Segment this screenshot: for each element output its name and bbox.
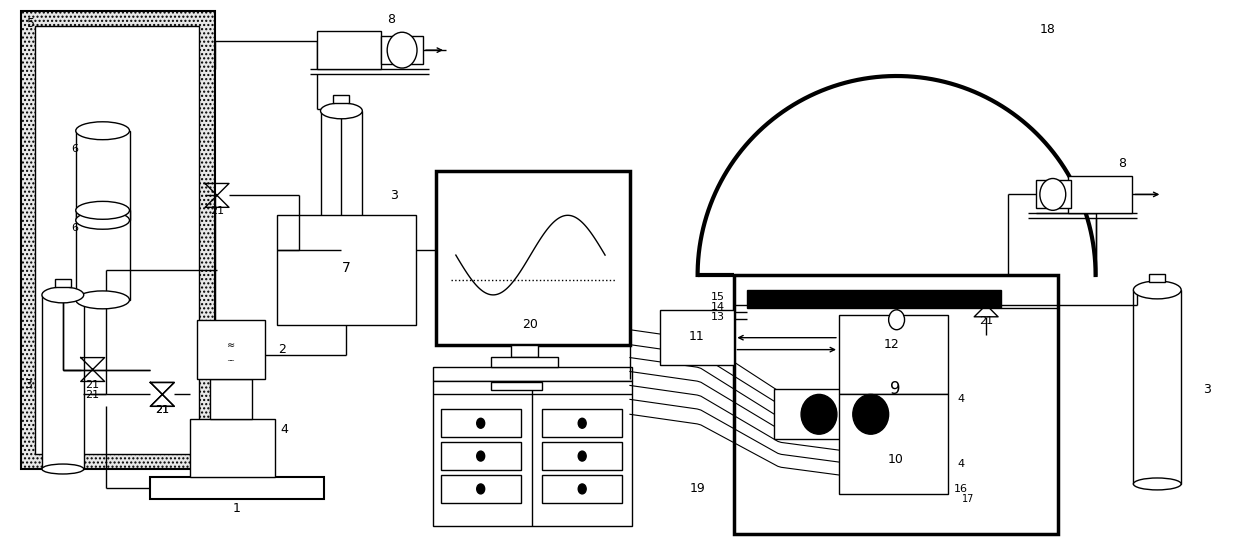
Bar: [543, 442, 622, 470]
Text: __: __: [228, 355, 234, 360]
Ellipse shape: [387, 32, 418, 68]
Bar: [1036, 181, 1070, 208]
Bar: [735, 275, 1058, 534]
Bar: [441, 409, 520, 437]
Ellipse shape: [321, 260, 362, 270]
Bar: [432, 366, 632, 381]
Text: 21: 21: [85, 391, 99, 401]
Bar: [491, 356, 559, 366]
Bar: [543, 409, 622, 437]
Ellipse shape: [1134, 478, 1181, 490]
Ellipse shape: [1040, 179, 1066, 210]
Text: 12: 12: [883, 338, 900, 351]
Text: 4: 4: [958, 459, 965, 469]
Text: 21: 21: [155, 406, 170, 415]
Bar: [1150, 274, 1165, 282]
Text: 11: 11: [689, 330, 705, 343]
Ellipse shape: [477, 484, 484, 494]
Bar: [76, 210, 130, 300]
Text: 20: 20: [523, 318, 539, 331]
Text: 4: 4: [281, 423, 289, 436]
Bar: [276, 215, 416, 325]
Ellipse shape: [888, 310, 904, 329]
Bar: [76, 131, 130, 220]
Ellipse shape: [76, 122, 130, 140]
Bar: [543, 475, 622, 503]
Ellipse shape: [42, 464, 84, 474]
Bar: [660, 310, 735, 365]
Bar: [436, 170, 629, 344]
Bar: [432, 381, 632, 526]
Ellipse shape: [42, 287, 84, 303]
Bar: [774, 390, 913, 439]
Ellipse shape: [579, 484, 586, 494]
Bar: [491, 382, 543, 391]
Text: 21: 21: [155, 406, 170, 415]
Text: 19: 19: [690, 483, 705, 495]
Bar: [839, 315, 948, 395]
Text: 8: 8: [387, 13, 395, 26]
Text: 21: 21: [209, 206, 224, 217]
Text: 21: 21: [85, 380, 99, 391]
Ellipse shape: [477, 418, 484, 428]
Text: 18: 18: [1040, 23, 1056, 36]
Ellipse shape: [802, 395, 836, 434]
Bar: [839, 395, 948, 494]
Bar: [55, 279, 71, 287]
Bar: [35, 26, 199, 454]
Bar: [197, 320, 265, 380]
Text: 3: 3: [1203, 383, 1211, 396]
Text: 4: 4: [958, 395, 965, 404]
Text: 10: 10: [887, 452, 903, 466]
Bar: [441, 475, 520, 503]
Text: 9: 9: [891, 380, 901, 398]
Ellipse shape: [477, 451, 484, 461]
Bar: [190, 419, 275, 477]
Bar: [747, 290, 1001, 308]
Text: 6: 6: [72, 223, 78, 233]
Ellipse shape: [76, 212, 130, 229]
Bar: [1068, 176, 1132, 213]
Ellipse shape: [76, 201, 130, 219]
Ellipse shape: [1134, 281, 1181, 299]
Bar: [333, 95, 349, 103]
Ellipse shape: [852, 395, 888, 434]
Text: 8: 8: [1119, 157, 1126, 170]
Text: 3: 3: [390, 189, 398, 202]
Bar: [42, 295, 84, 469]
Text: 21: 21: [979, 316, 994, 326]
Text: 2: 2: [278, 343, 286, 356]
Bar: [441, 442, 520, 470]
Text: 17: 17: [961, 494, 974, 504]
Bar: [211, 380, 252, 419]
Text: 15: 15: [710, 292, 725, 302]
Text: 7: 7: [342, 261, 351, 275]
Text: 3: 3: [24, 378, 32, 391]
Ellipse shape: [321, 103, 362, 119]
Text: 5: 5: [27, 17, 35, 30]
Bar: [321, 111, 362, 265]
Text: 16: 16: [954, 484, 968, 494]
Bar: [21, 12, 216, 469]
Ellipse shape: [579, 418, 586, 428]
Text: 6: 6: [72, 144, 78, 154]
Bar: [150, 477, 325, 499]
Text: 14: 14: [710, 302, 725, 312]
Ellipse shape: [76, 291, 130, 309]
Bar: [510, 344, 539, 356]
Bar: [1134, 290, 1181, 484]
Text: ≈: ≈: [227, 339, 235, 350]
Text: 13: 13: [710, 312, 725, 322]
Ellipse shape: [579, 451, 586, 461]
Bar: [382, 36, 422, 64]
Bar: [316, 31, 382, 69]
Text: 1: 1: [233, 503, 240, 515]
